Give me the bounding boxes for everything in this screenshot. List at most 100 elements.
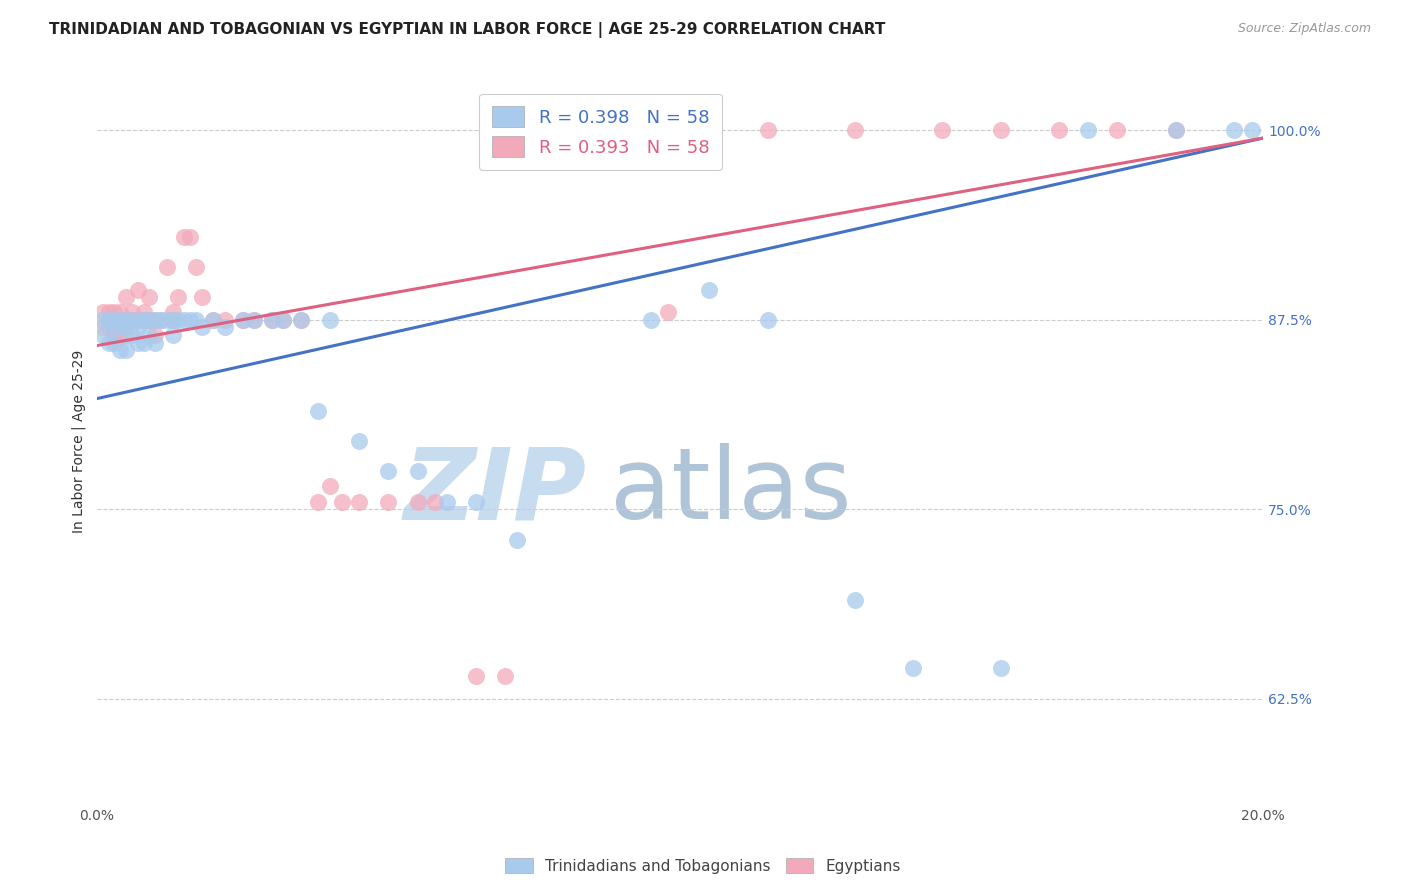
Point	[903, 661, 925, 675]
Legend: R = 0.398   N = 58, R = 0.393   N = 58: R = 0.398 N = 58, R = 0.393 N = 58	[479, 94, 721, 169]
Point	[156, 260, 179, 274]
Point	[97, 335, 120, 350]
Point	[506, 533, 529, 547]
Point	[127, 320, 149, 334]
Y-axis label: In Labor Force | Age 25-29: In Labor Force | Age 25-29	[72, 350, 86, 533]
Point	[290, 313, 312, 327]
Point	[127, 283, 149, 297]
Point	[319, 479, 342, 493]
Point	[990, 661, 1012, 675]
Point	[97, 313, 120, 327]
Point	[115, 320, 138, 334]
Point	[143, 313, 166, 327]
Point	[669, 123, 692, 137]
Text: TRINIDADIAN AND TOBAGONIAN VS EGYPTIAN IN LABOR FORCE | AGE 25-29 CORRELATION CH: TRINIDADIAN AND TOBAGONIAN VS EGYPTIAN I…	[49, 22, 886, 38]
Point	[191, 320, 214, 334]
Point	[308, 403, 330, 417]
Point	[273, 313, 295, 327]
Point	[132, 313, 155, 327]
Point	[115, 290, 138, 304]
Point	[115, 343, 138, 358]
Point	[138, 328, 160, 343]
Point	[1164, 123, 1187, 137]
Point	[184, 313, 207, 327]
Point	[436, 494, 458, 508]
Point	[406, 494, 429, 508]
Point	[1240, 123, 1263, 137]
Point	[214, 313, 236, 327]
Point	[697, 283, 720, 297]
Point	[990, 123, 1012, 137]
Point	[290, 313, 312, 327]
Point	[162, 305, 184, 319]
Point	[406, 464, 429, 478]
Point	[179, 229, 201, 244]
Point	[319, 313, 342, 327]
Point	[108, 313, 131, 327]
Point	[108, 328, 131, 343]
Point	[191, 290, 214, 304]
Point	[162, 313, 184, 327]
Point	[167, 313, 190, 327]
Legend: Trinidadians and Tobagonians, Egyptians: Trinidadians and Tobagonians, Egyptians	[499, 852, 907, 880]
Point	[127, 313, 149, 327]
Point	[91, 313, 114, 327]
Point	[97, 305, 120, 319]
Point	[150, 313, 173, 327]
Point	[464, 494, 486, 508]
Point	[349, 434, 371, 448]
Point	[494, 669, 516, 683]
Point	[103, 328, 125, 343]
Point	[115, 313, 138, 327]
Point	[103, 305, 125, 319]
Point	[121, 328, 143, 343]
Text: Source: ZipAtlas.com: Source: ZipAtlas.com	[1237, 22, 1371, 36]
Point	[184, 260, 207, 274]
Point	[143, 335, 166, 350]
Point	[150, 313, 173, 327]
Point	[377, 464, 399, 478]
Point	[260, 313, 283, 327]
Point	[844, 123, 866, 137]
Point	[1077, 123, 1099, 137]
Point	[931, 123, 953, 137]
Point	[273, 313, 295, 327]
Point	[1223, 123, 1246, 137]
Point	[108, 305, 131, 319]
Point	[108, 343, 131, 358]
Point	[143, 313, 166, 327]
Point	[308, 494, 330, 508]
Point	[844, 593, 866, 607]
Point	[132, 313, 155, 327]
Point	[138, 290, 160, 304]
Point	[1164, 123, 1187, 137]
Point	[349, 494, 371, 508]
Point	[121, 305, 143, 319]
Point	[97, 320, 120, 334]
Point	[173, 229, 195, 244]
Point	[162, 313, 184, 327]
Point	[756, 123, 779, 137]
Point	[156, 313, 179, 327]
Point	[121, 313, 143, 327]
Text: atlas: atlas	[610, 443, 852, 541]
Point	[179, 313, 201, 327]
Point	[202, 313, 225, 327]
Point	[108, 313, 131, 327]
Point	[232, 313, 254, 327]
Point	[138, 313, 160, 327]
Point	[143, 328, 166, 343]
Point	[91, 320, 114, 334]
Point	[103, 313, 125, 327]
Point	[214, 320, 236, 334]
Point	[167, 290, 190, 304]
Point	[103, 313, 125, 327]
Point	[132, 305, 155, 319]
Point	[756, 313, 779, 327]
Point	[91, 305, 114, 319]
Point	[260, 313, 283, 327]
Point	[243, 313, 266, 327]
Point	[115, 313, 138, 327]
Point	[330, 494, 353, 508]
Point	[103, 320, 125, 334]
